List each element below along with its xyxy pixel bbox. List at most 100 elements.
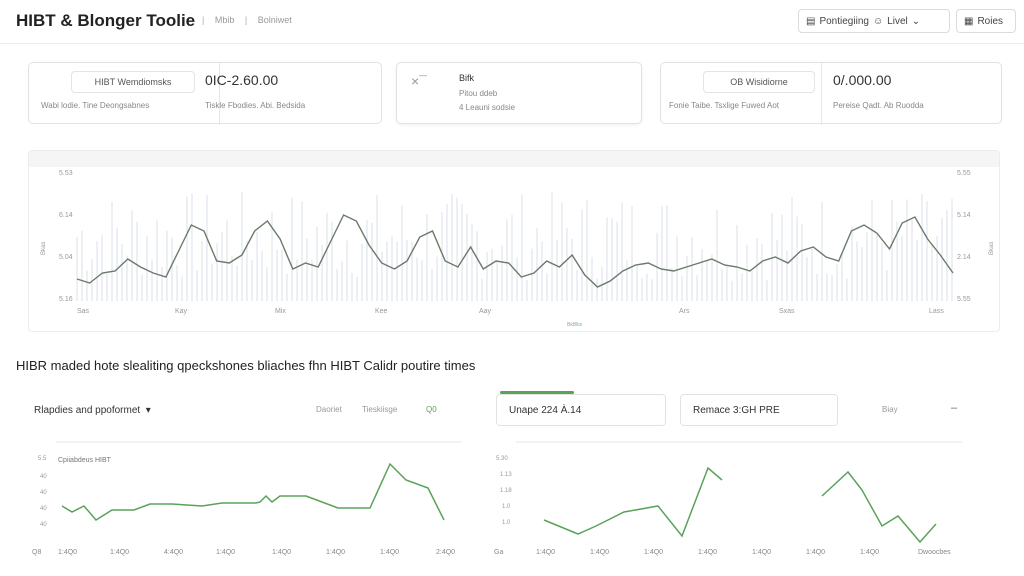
x-tick: 1:4Q0 xyxy=(216,549,235,556)
left-x-labels: Q8 1:4Q0 1:4Q0 4:4Q0 1:4Q0 1:4Q0 1:4Q0 1… xyxy=(32,549,455,556)
top-header: HIBT & Blonger Toolie | Mbib | Bolniwet … xyxy=(0,0,1024,44)
y-tick: 40 xyxy=(40,474,47,480)
x-tick: Ga xyxy=(494,549,503,556)
card-3-pill[interactable]: OB Wisidiorne xyxy=(703,71,815,93)
left-y-labels: 5.5 40 40 40 40 xyxy=(38,456,47,528)
right-box-2-label: Remace 3:GH PRE xyxy=(693,404,780,416)
control-option-2[interactable]: Tieskiisge xyxy=(362,405,398,414)
nav-link-1[interactable]: Mbib xyxy=(214,15,235,25)
main-chart-y-right: 5.55 5.14 2.14 5.55 xyxy=(957,170,971,303)
y-right-tick: 2.14 xyxy=(957,254,971,261)
y-tick: 1.18 xyxy=(500,488,512,494)
stat-card-2[interactable]: ×¯ Bifk Pitou ddeb 4 Leauni sodsie xyxy=(396,62,642,124)
y-tick: 5.30 xyxy=(496,456,508,462)
y-left-tick: 6.14 xyxy=(59,212,73,219)
card-3-sub-right: Pereise Qadt. Ab Ruodda xyxy=(833,101,924,110)
x-tick: Q8 xyxy=(32,549,41,556)
y-tick: 1.0 xyxy=(502,520,511,526)
x-label: Kee xyxy=(375,308,388,315)
right-panel-chart: 5.30 1.13 1.18 1.0 1.0 Ga 1:4Q0 1:4Q0 1:… xyxy=(494,441,962,556)
main-chart-panel[interactable]: 5.53 6.14 5.04 5.16 5.55 5.14 2.14 5.55 … xyxy=(28,150,1000,332)
x-tick: Dwoocbes xyxy=(918,549,951,556)
right-panel-tag[interactable]: Biay xyxy=(882,405,898,414)
y-tick: 1.13 xyxy=(500,472,512,478)
legend-hint: BkBlks xyxy=(567,322,583,328)
y-tick: 40 xyxy=(40,522,47,528)
grid-icon: ▦ xyxy=(964,15,974,27)
card-3-sub-left: Fonie Taibe. Tsxlige Fuwed Aot xyxy=(669,101,779,110)
x-label: Ars xyxy=(679,308,690,315)
left-panel-chart: Cpiiabdeus HIBT 5.5 40 40 40 40 Q8 1:4Q0… xyxy=(32,441,462,556)
card-1-sub-right: Tiskle Fbodies. Abi. Bedsida xyxy=(205,101,306,110)
card-1-sub-left: Wabi lodie. Tine Deongsabnes xyxy=(41,101,150,110)
x-tick: 1:4Q0 xyxy=(860,549,879,556)
menu-icon[interactable]: – xyxy=(951,402,958,414)
card-1-value: 0IC-2.60.00 xyxy=(205,72,279,88)
right-series-line-2 xyxy=(821,470,937,544)
y-left-tick: 5.53 xyxy=(59,170,73,177)
x-label: Sas xyxy=(77,308,90,315)
x-label: Aay xyxy=(479,308,492,315)
x-tick: 1:4Q0 xyxy=(536,549,555,556)
nav-link-2[interactable]: Bolniwet xyxy=(257,15,292,25)
app-title: HIBT & Blonger Toolie xyxy=(16,11,196,30)
section-heading: HIBR maded hote slealiting qpeckshones b… xyxy=(16,358,476,373)
left-axis-title: Bkas xyxy=(41,242,47,255)
left-panel-dropdown[interactable]: Rlapdies and ppoformet ▾ xyxy=(34,405,151,416)
x-tick: 4:4Q0 xyxy=(164,549,183,556)
stat-card-3[interactable]: OB Wisidiorne 0/.000.00 Fonie Taibe. Tsx… xyxy=(660,62,1002,125)
card-2-title: Bifk xyxy=(459,73,475,83)
active-tab-indicator xyxy=(500,391,574,394)
right-series-line-1 xyxy=(543,466,723,538)
x-tick: 1:4Q0 xyxy=(644,549,663,556)
y-tick: 40 xyxy=(40,490,47,496)
chevron-down-icon: ▾ xyxy=(142,405,151,416)
x-tick: 1:4Q0 xyxy=(110,549,129,556)
y-tick: 5.5 xyxy=(38,456,47,462)
card-2-sub-2: 4 Leauni sodsie xyxy=(459,103,516,112)
y-left-tick: 5.04 xyxy=(59,254,73,261)
right-panel-box-2[interactable]: Remace 3:GH PRE xyxy=(680,394,838,426)
card-2-sub-1: Pitou ddeb xyxy=(459,89,498,98)
x-tick: 1:4Q0 xyxy=(380,549,399,556)
right-panel-box-1[interactable]: Unape 224 À.14 xyxy=(496,394,666,426)
main-chart-x-labels: Sas Kay Mix Kee Aay Ars Sxas Lass xyxy=(77,308,944,315)
stat-card-1[interactable]: HIBT Wemdiomsks 0IC-2.60.00 Wabi lodie. … xyxy=(28,62,382,125)
control-option-3[interactable]: Q0 xyxy=(426,405,437,414)
range-level-button[interactable]: ▤ Pontiegiing ☺ Livel ⌄ xyxy=(798,9,950,33)
x-label: Kay xyxy=(175,308,188,315)
x-tick: 1:4Q0 xyxy=(806,549,825,556)
x-tick: 1:4Q0 xyxy=(326,549,345,556)
x-label: Mix xyxy=(275,308,286,315)
left-series-line xyxy=(61,462,445,521)
nav-links: | Mbib | Bolniwet xyxy=(198,15,296,25)
level-label: Livel xyxy=(887,15,908,27)
card-1-pill[interactable]: HIBT Wemdiomsks xyxy=(71,71,195,93)
control-option-1[interactable]: Daoriet xyxy=(316,405,342,414)
left-panel-title: Rlapdies and ppoformet xyxy=(34,405,141,416)
y-right-tick: 5.55 xyxy=(957,170,971,177)
y-tick: 40 xyxy=(40,506,47,512)
x-label: Sxas xyxy=(779,308,795,315)
close-icon: ×¯ xyxy=(411,73,427,89)
person-icon: ☺ xyxy=(872,15,884,27)
x-label: Lass xyxy=(929,308,944,315)
range-label: Pontiegiing xyxy=(819,15,869,27)
right-axis-title: Bkas xyxy=(989,242,995,255)
y-right-tick: 5.14 xyxy=(957,212,971,219)
y-left-tick: 5.16 xyxy=(59,296,73,303)
left-series-label: Cpiiabdeus HIBT xyxy=(58,457,112,464)
x-tick: 1:4Q0 xyxy=(590,549,609,556)
main-chart-line xyxy=(76,214,954,288)
notes-label: Roies xyxy=(977,15,1004,27)
right-y-labels: 5.30 1.13 1.18 1.0 1.0 xyxy=(496,456,512,526)
filter-icon: ▤ xyxy=(806,15,816,27)
x-tick: 1:4Q0 xyxy=(698,549,717,556)
card-3-value: 0/.000.00 xyxy=(833,72,892,88)
x-tick: 1:4Q0 xyxy=(58,549,77,556)
notes-button[interactable]: ▦ Roies xyxy=(956,9,1016,33)
main-chart-svg: 5.53 6.14 5.04 5.16 5.55 5.14 2.14 5.55 … xyxy=(41,170,995,328)
y-right-tick: 5.55 xyxy=(957,296,971,303)
x-tick: 2:4Q0 xyxy=(436,549,455,556)
